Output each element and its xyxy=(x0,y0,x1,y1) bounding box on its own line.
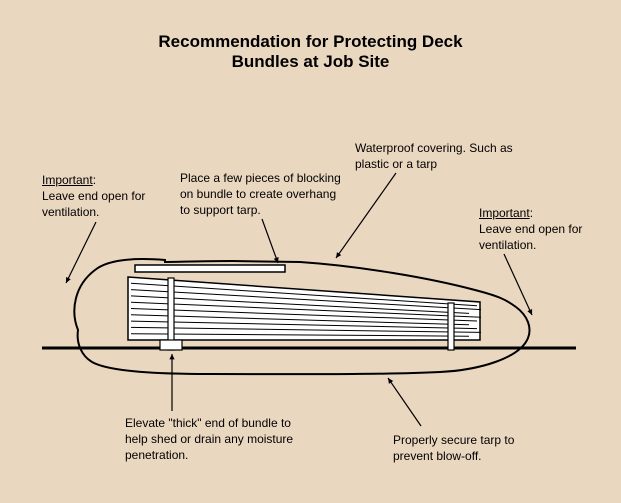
diagram-svg xyxy=(0,0,621,503)
elevation-block xyxy=(160,340,182,350)
blocking-piece xyxy=(135,265,285,272)
callout-line xyxy=(336,173,396,258)
bundle-strut xyxy=(168,278,174,350)
arrowhead-icon xyxy=(388,378,393,384)
bundle-strut xyxy=(448,303,454,350)
arrowhead-icon xyxy=(336,252,341,258)
callout-line xyxy=(262,219,278,263)
callout-line xyxy=(388,378,421,426)
